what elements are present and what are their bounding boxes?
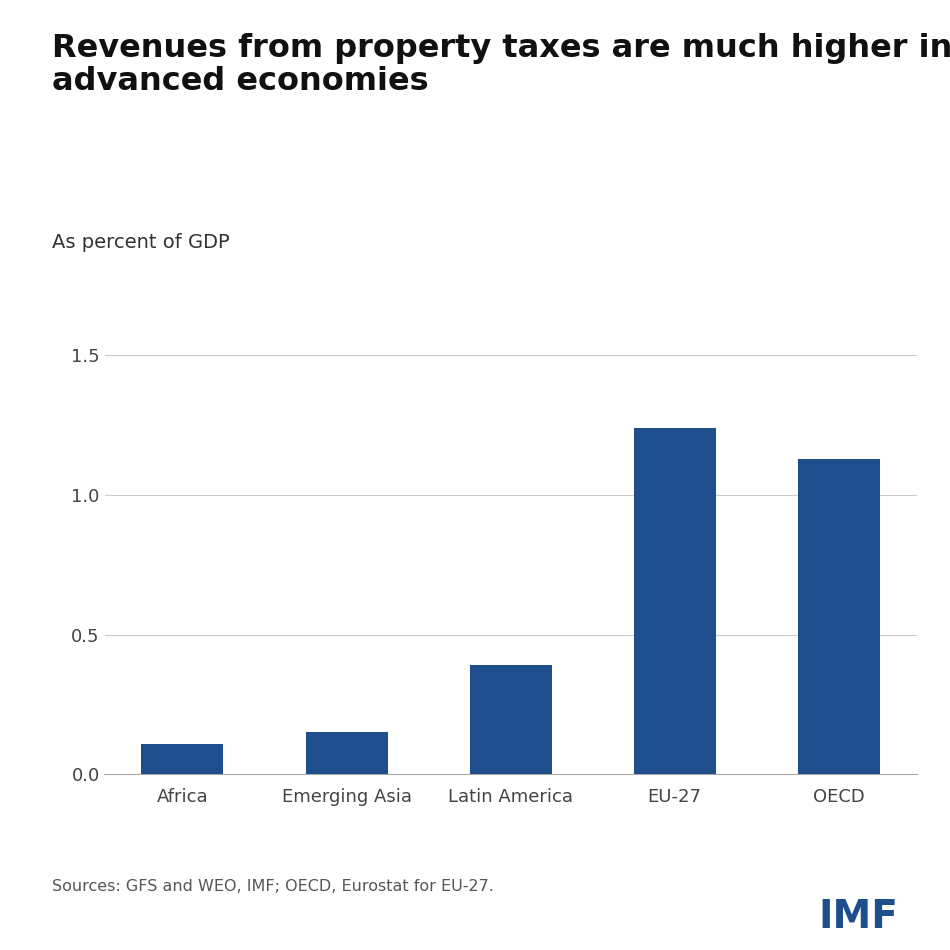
- Bar: [469, 665, 552, 774]
- Text: Revenues from property taxes are much higher in: Revenues from property taxes are much hi…: [52, 33, 950, 65]
- Text: As percent of GDP: As percent of GDP: [52, 233, 230, 252]
- Bar: [798, 459, 880, 774]
- Bar: [306, 732, 388, 774]
- Text: advanced economies: advanced economies: [52, 66, 428, 98]
- Text: Sources: GFS and WEO, IMF; OECD, Eurostat for EU-27.: Sources: GFS and WEO, IMF; OECD, Eurosta…: [52, 879, 494, 894]
- Bar: [142, 744, 223, 774]
- Bar: [634, 428, 715, 774]
- Text: IMF: IMF: [818, 898, 898, 936]
